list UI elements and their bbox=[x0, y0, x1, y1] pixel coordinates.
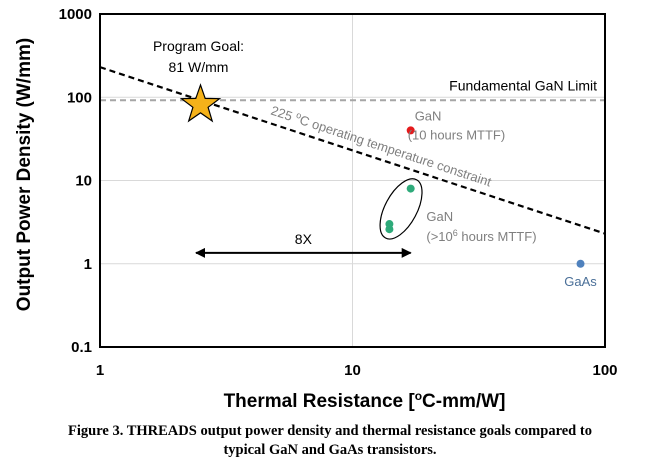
data-point bbox=[406, 126, 415, 135]
data-point bbox=[385, 225, 394, 234]
figure-caption: Figure 3. THREADS output power density a… bbox=[0, 422, 660, 460]
x-title-part2: C-mm/W] bbox=[422, 391, 505, 412]
program-goal-label: Program Goal: bbox=[153, 38, 244, 54]
chart: Fundamental GaN Limit 225 oC operating t… bbox=[14, 6, 618, 412]
constraint-label-degree: o bbox=[295, 110, 303, 121]
x-tick-label: 10 bbox=[344, 362, 361, 379]
x-axis-title: Thermal Resistance [oC-mm/W] bbox=[224, 389, 506, 412]
gan-1e6h-label: GaN bbox=[426, 209, 453, 224]
data-points bbox=[385, 126, 585, 268]
data-point bbox=[576, 259, 585, 268]
data-point bbox=[406, 184, 415, 193]
program-goal-value: 81 W/mm bbox=[169, 59, 229, 75]
gridlines bbox=[100, 14, 605, 347]
gan-10h-label: GaN bbox=[415, 108, 442, 123]
fundamental-gan-limit-label: Fundamental GaN Limit bbox=[449, 77, 597, 93]
x-tick-label: 100 bbox=[592, 362, 617, 379]
gan6-exponent: 6 bbox=[453, 228, 458, 238]
caption-line-1: Figure 3. THREADS output power density a… bbox=[68, 423, 592, 439]
y-tick-label: 1 bbox=[84, 256, 92, 273]
plot-frame bbox=[99, 13, 606, 348]
y-tick-label: 100 bbox=[67, 89, 92, 106]
gan6-suffix: hours MTTF) bbox=[458, 229, 537, 244]
y-axis-title: Output Power Density (W/mm) bbox=[14, 38, 35, 311]
x-title-part1: Thermal Resistance [ bbox=[224, 391, 416, 412]
program-goal-star-icon bbox=[179, 83, 222, 123]
y-tick-label: 1000 bbox=[59, 6, 92, 23]
constraint-label-suffix: C operating temperature constraint bbox=[298, 112, 494, 189]
gaas-label: GaAs bbox=[564, 274, 597, 289]
constraint-label-prefix: 225 bbox=[269, 103, 298, 125]
temperature-constraint-label: 225 oC operating temperature constraint bbox=[269, 102, 494, 190]
gan6-prefix: (>10 bbox=[426, 229, 452, 244]
gan-1e6h-mttf-label: (>106 hours MTTF) bbox=[426, 228, 536, 244]
x-tick-label: 1 bbox=[96, 362, 104, 379]
y-tick-label: 10 bbox=[75, 173, 92, 190]
improvement-label: 8X bbox=[295, 231, 313, 247]
temperature-constraint-line bbox=[99, 66, 606, 235]
gan-cluster-ellipse bbox=[379, 178, 423, 240]
gan-10h-mttf-label: (10 hours MTTF) bbox=[408, 127, 506, 142]
caption-line-2: typical GaN and GaAs transistors. bbox=[223, 442, 437, 458]
x-title-degree: o bbox=[415, 389, 422, 403]
y-tick-label: 0.1 bbox=[71, 339, 92, 356]
